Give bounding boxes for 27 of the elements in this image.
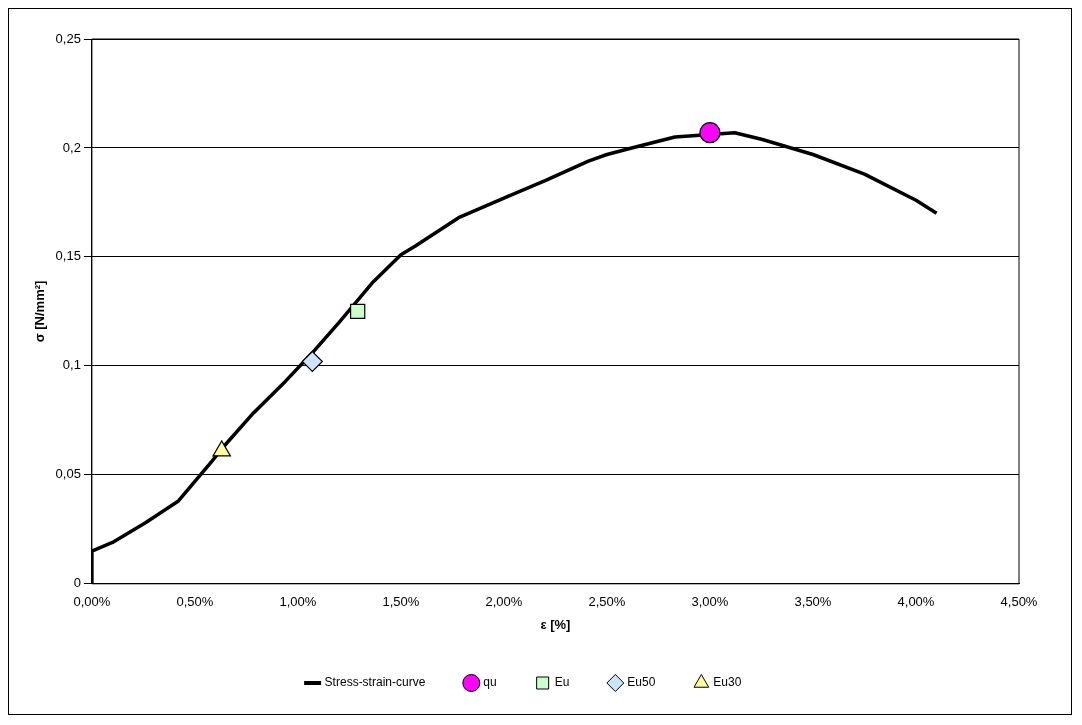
x-tick-label: 2,00%: [485, 594, 523, 610]
y-axis-title: σ [N/mm²]: [32, 280, 48, 343]
legend-label: Stress-strain-curve: [324, 675, 426, 690]
x-tick-label: 2,50%: [588, 594, 626, 610]
x-tick-label: 3,00%: [691, 594, 729, 610]
y-tick-label: 0,2: [62, 139, 81, 155]
point: [699, 122, 721, 144]
legend-label: qu: [483, 675, 497, 690]
legend-label: Eu50: [627, 675, 656, 690]
y-tick-label: 0: [73, 575, 81, 591]
point: [212, 440, 231, 457]
x-tick-label: 4,50%: [1000, 594, 1038, 610]
x-tick-label: 1,50%: [382, 594, 420, 610]
y-tick-label: 0,05: [55, 466, 81, 482]
point: [301, 350, 323, 373]
point: [350, 303, 366, 320]
y-tick-label: 0,15: [55, 248, 81, 264]
legend-label: Eu30: [713, 675, 742, 690]
x-tick-label: 1,00%: [279, 594, 317, 610]
y-tick-label: 0,1: [62, 357, 81, 373]
x-tick-label: 0,00%: [73, 594, 111, 610]
x-tick-label: 3,50%: [794, 594, 832, 610]
y-tick-label: 0,25: [55, 30, 81, 46]
x-axis-title: ε [%]: [540, 616, 571, 632]
x-tick-label: 4,00%: [897, 594, 935, 610]
legend-label: Eu: [554, 675, 570, 690]
x-tick-label: 0,50%: [176, 594, 214, 610]
